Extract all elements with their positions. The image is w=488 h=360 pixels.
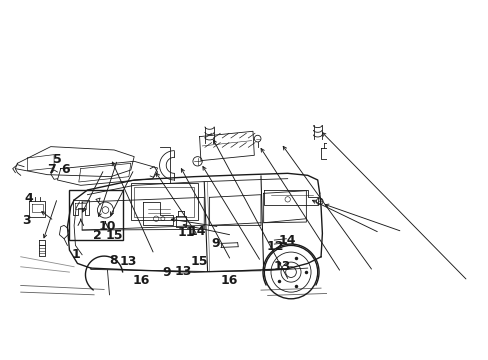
Bar <box>69 190 122 240</box>
Text: 12: 12 <box>265 239 283 253</box>
Text: 14: 14 <box>188 225 205 238</box>
Text: 9: 9 <box>211 237 220 250</box>
Bar <box>134 187 194 217</box>
Text: 13: 13 <box>174 265 191 278</box>
Text: 4: 4 <box>24 192 33 204</box>
Text: 5: 5 <box>53 153 62 166</box>
Text: 10: 10 <box>99 220 116 233</box>
Text: 6: 6 <box>61 163 70 176</box>
Text: 13: 13 <box>119 255 136 268</box>
Text: 2: 2 <box>92 229 101 242</box>
Text: 7: 7 <box>47 163 56 176</box>
Text: 13: 13 <box>273 260 290 273</box>
Text: 11: 11 <box>177 226 194 239</box>
Text: 15: 15 <box>191 255 208 268</box>
Text: 8: 8 <box>109 254 117 267</box>
Text: 3: 3 <box>22 214 31 228</box>
Text: 16: 16 <box>220 274 237 287</box>
Bar <box>131 183 197 220</box>
Text: 16: 16 <box>133 274 150 287</box>
Text: 15: 15 <box>105 229 122 242</box>
Text: 14: 14 <box>278 234 295 247</box>
Text: 9: 9 <box>163 266 171 279</box>
Text: 1: 1 <box>71 248 80 261</box>
